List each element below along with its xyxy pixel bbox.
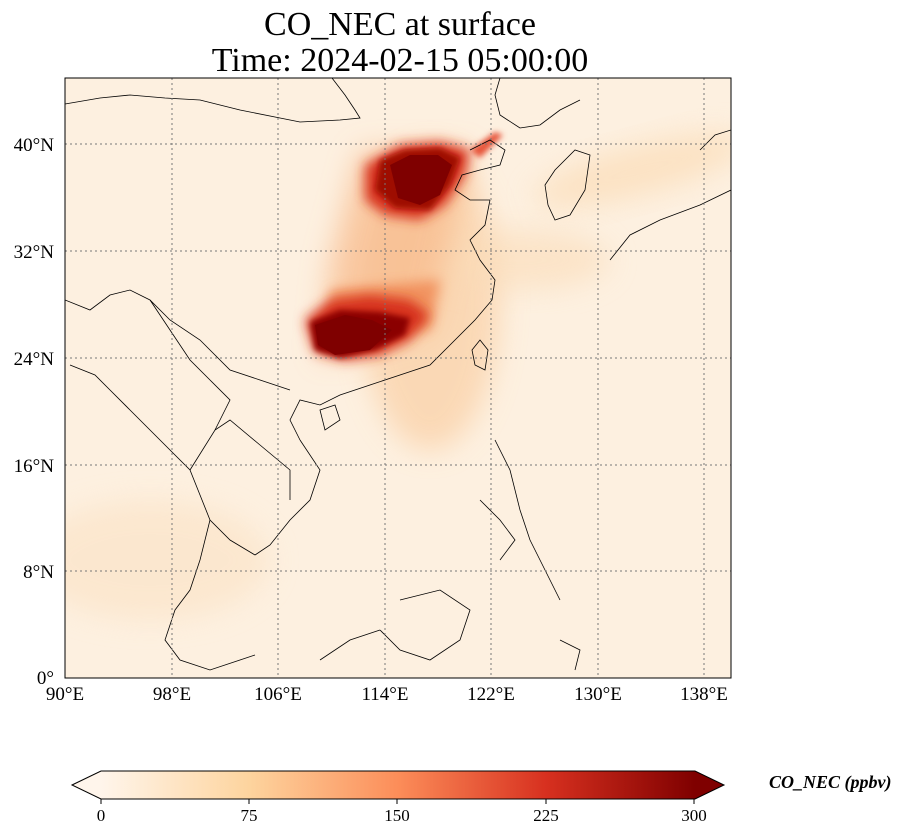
lat-tick-label: 8°N (23, 562, 54, 583)
gridlines (65, 78, 731, 678)
colorbar-tick-label: 225 (533, 806, 559, 825)
map-title: CO_NEC at surface (264, 6, 536, 43)
colorbar-label: CO_NEC (ppbv) (769, 772, 892, 792)
map-subtitle-time: Time: 2024-02-15 05:00:00 (211, 42, 589, 79)
lon-tick-label: 138°E (680, 684, 728, 705)
colorbar-tick-label: 0 (96, 806, 106, 825)
lon-tick-label: 106°E (254, 684, 302, 705)
colorbar-tick-label: 75 (240, 806, 258, 825)
lat-tick-label: 16°N (13, 456, 54, 477)
colorbar-gradient (101, 771, 695, 799)
colorbar-extend-min (72, 771, 101, 799)
lon-tick-label: 114°E (361, 684, 409, 705)
lon-tick-label: 122°E (467, 684, 515, 705)
lat-tick-label: 32°N (13, 242, 54, 263)
coastlines-and-borders (65, 78, 731, 671)
map-frame (64, 77, 732, 679)
lon-tick-label: 90°E (45, 684, 85, 705)
colorbar-tick-label: 300 (681, 806, 707, 825)
lon-tick-label: 130°E (574, 684, 622, 705)
lon-tick-label: 98°E (152, 684, 192, 705)
colorbar (70, 770, 726, 804)
colorbar-tick-label: 150 (384, 806, 410, 825)
lat-tick-label: 40°N (13, 135, 54, 156)
lat-tick-label: 0° (36, 668, 54, 689)
lat-tick-label: 24°N (13, 349, 54, 370)
colorbar-extend-max (695, 771, 724, 799)
co-concentration-field (65, 132, 731, 620)
